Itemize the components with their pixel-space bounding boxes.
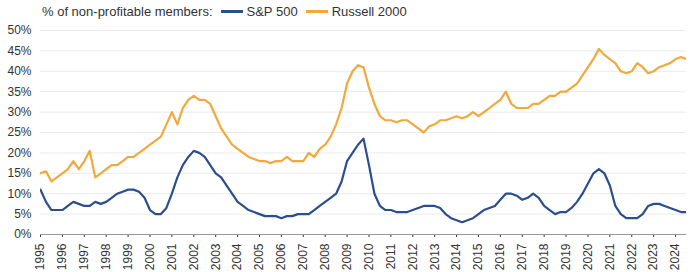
svg-text:2013: 2013 [428,243,442,270]
svg-text:45%: 45% [7,44,31,58]
svg-text:2014: 2014 [449,243,463,270]
svg-text:40%: 40% [7,64,31,78]
html-text:Russell 2000: Russell 2000 [331,3,407,19]
svg-text:50%: 50% [7,23,31,37]
svg-text:2016: 2016 [493,243,507,270]
svg-text:1998: 1998 [99,243,113,270]
svg-text:2005: 2005 [252,243,266,270]
svg-text:5%: 5% [14,207,32,221]
svg-text:2004: 2004 [230,243,244,270]
svg-text:2015: 2015 [471,243,485,270]
html-text:% of non-profitable members:: % of non-profitable members: [42,3,213,19]
svg-text:1997: 1997 [77,243,91,270]
svg-text:2001: 2001 [165,243,179,270]
svg-text:2022: 2022 [625,243,639,270]
svg-text:20%: 20% [7,146,31,160]
svg-text:2003: 2003 [209,243,223,270]
svg-text:2007: 2007 [296,243,310,270]
svg-text:2023: 2023 [646,243,660,270]
svg-text:35%: 35% [7,85,31,99]
svg-text:2010: 2010 [362,243,376,270]
svg-text:2000: 2000 [143,243,157,270]
svg-text:2012: 2012 [406,243,420,270]
svg-text:1996: 1996 [55,243,69,270]
svg-text:2009: 2009 [340,243,354,270]
svg-text:10%: 10% [7,187,31,201]
svg-text:2024: 2024 [668,243,682,270]
svg-text:0%: 0% [14,227,32,241]
svg-text:1999: 1999 [121,243,135,270]
svg-text:2018: 2018 [537,243,551,270]
svg-text:2002: 2002 [187,243,201,270]
svg-text:1995: 1995 [33,243,47,270]
svg-text:2011: 2011 [384,243,398,269]
svg-text:2008: 2008 [318,243,332,270]
svg-text:15%: 15% [7,166,31,180]
svg-text:25%: 25% [7,125,31,139]
svg-text:2021: 2021 [603,243,617,270]
svg-text:2019: 2019 [559,243,573,270]
svg-text:2020: 2020 [581,243,595,270]
svg-text:30%: 30% [7,105,31,119]
html-text:S&P 500: S&P 500 [246,3,298,19]
svg-text:2006: 2006 [274,243,288,270]
svg-text:2017: 2017 [515,243,529,270]
